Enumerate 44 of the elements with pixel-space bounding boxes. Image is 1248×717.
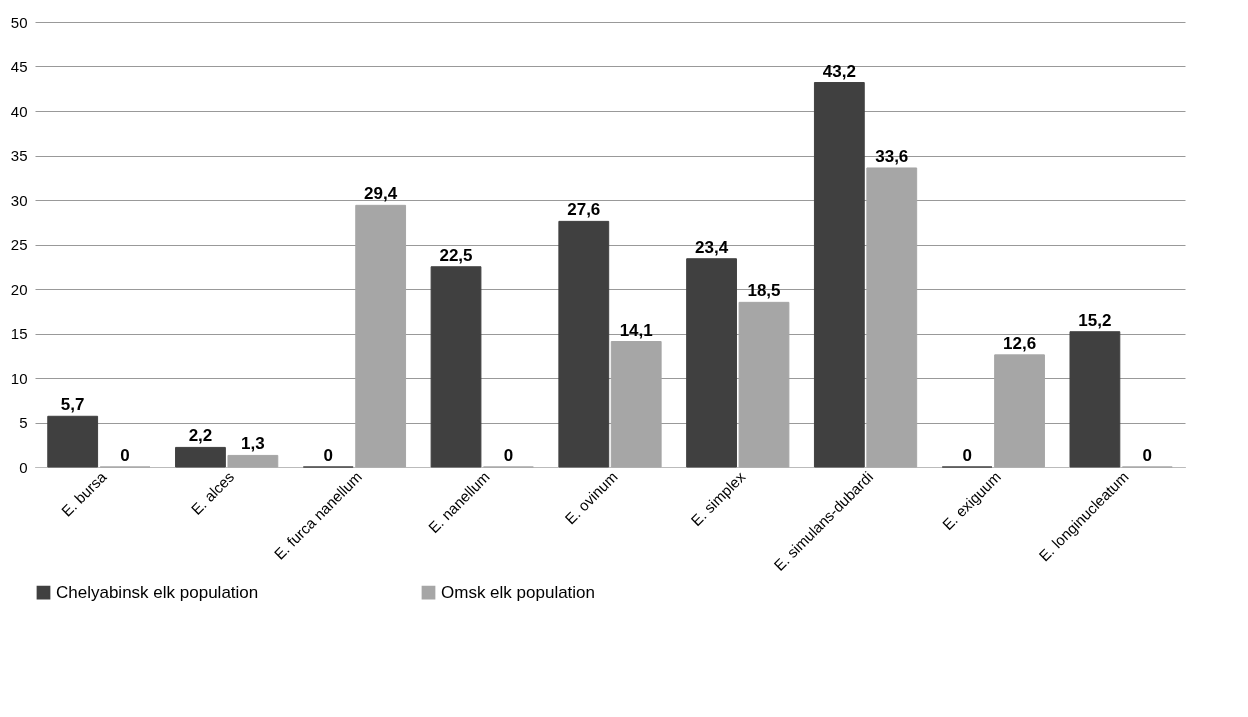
bar bbox=[738, 301, 790, 468]
data-label: 0 bbox=[120, 446, 130, 465]
bar bbox=[175, 446, 226, 468]
bar bbox=[430, 266, 482, 468]
y-tick-label: 50 bbox=[10, 13, 28, 31]
bar bbox=[47, 415, 99, 468]
bar bbox=[227, 454, 279, 468]
data-label: 22,5 bbox=[439, 245, 473, 265]
legend-label: Chelyabinsk elk population bbox=[56, 582, 259, 602]
bar bbox=[866, 167, 918, 468]
data-label: 14,1 bbox=[619, 320, 653, 340]
data-label: 15,2 bbox=[1078, 310, 1112, 330]
bar bbox=[686, 258, 737, 468]
data-label: 0 bbox=[1142, 446, 1153, 465]
data-label: 33,6 bbox=[875, 146, 909, 166]
data-label: 27,6 bbox=[567, 200, 601, 220]
bar bbox=[610, 341, 662, 468]
data-label: 29,4 bbox=[364, 184, 398, 204]
data-label: 23,4 bbox=[695, 237, 729, 257]
y-tick-label: 5 bbox=[19, 414, 28, 431]
y-tick-label: 45 bbox=[10, 58, 28, 75]
data-label: 0 bbox=[503, 446, 514, 465]
bar bbox=[813, 82, 865, 468]
y-tick-label: 0 bbox=[19, 458, 28, 476]
data-label: 5,7 bbox=[60, 395, 85, 415]
data-label: 1,3 bbox=[241, 434, 265, 454]
legend-label: Omsk elk population bbox=[441, 582, 596, 602]
data-label: 43,2 bbox=[822, 61, 856, 81]
y-tick-label: 20 bbox=[10, 280, 28, 298]
bar bbox=[558, 220, 610, 468]
y-tick-label: 40 bbox=[10, 102, 28, 120]
y-tick-label: 25 bbox=[10, 236, 28, 253]
data-label: 12,6 bbox=[1003, 333, 1037, 353]
data-label: 0 bbox=[962, 446, 972, 465]
bar bbox=[355, 204, 407, 468]
data-label: 18,5 bbox=[747, 281, 781, 301]
y-tick-label: 15 bbox=[10, 325, 28, 342]
data-label: 0 bbox=[323, 446, 333, 465]
y-tick-label: 35 bbox=[10, 147, 28, 164]
y-tick-label: 30 bbox=[10, 191, 28, 209]
y-tick-label: 10 bbox=[10, 369, 28, 387]
bar bbox=[994, 354, 1045, 468]
bar bbox=[1069, 331, 1121, 468]
data-label: 2,2 bbox=[188, 426, 213, 446]
